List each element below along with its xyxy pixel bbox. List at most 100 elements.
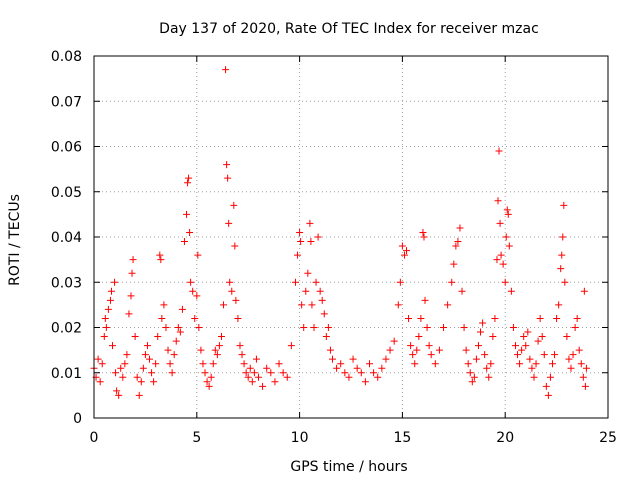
data-point	[154, 333, 162, 341]
data-point	[287, 342, 295, 350]
data-point	[283, 373, 291, 381]
data-point	[300, 324, 308, 331]
data-point	[168, 369, 176, 377]
data-point	[396, 278, 404, 286]
chart-title: Day 137 of 2020, Rate Of TEC Index for r…	[159, 21, 539, 37]
data-point	[507, 287, 515, 295]
data-point	[98, 360, 106, 368]
data-point	[528, 364, 536, 372]
data-point	[460, 324, 468, 331]
data-point	[483, 364, 491, 372]
data-point	[516, 360, 524, 368]
data-point	[448, 278, 456, 286]
data-point	[494, 197, 502, 205]
data-point	[435, 346, 443, 354]
data-point	[546, 373, 554, 381]
data-point	[417, 314, 425, 322]
data-point	[400, 251, 408, 259]
data-point	[294, 251, 302, 259]
data-point	[464, 360, 472, 368]
data-point	[184, 179, 192, 187]
data-point	[275, 360, 283, 368]
data-point	[560, 201, 568, 209]
data-point	[236, 342, 244, 350]
data-point	[571, 324, 579, 331]
grid-lines	[94, 56, 608, 418]
data-point	[211, 346, 219, 354]
x-tick-label: 25	[599, 430, 617, 446]
data-point	[511, 342, 519, 350]
data-point	[557, 265, 565, 273]
data-point	[504, 210, 512, 218]
data-point	[509, 324, 517, 331]
data-point	[366, 360, 374, 368]
data-point	[553, 314, 561, 322]
y-tick-label: 0.02	[51, 321, 82, 337]
data-point	[534, 337, 542, 345]
data-point	[304, 269, 312, 277]
data-point	[314, 233, 322, 241]
data-point	[187, 278, 195, 286]
data-point	[431, 360, 439, 368]
data-point	[183, 210, 191, 218]
data-point	[191, 314, 199, 322]
data-point	[420, 233, 428, 241]
data-point	[551, 351, 559, 359]
data-point	[575, 346, 583, 354]
data-point	[522, 342, 530, 350]
data-point	[558, 251, 566, 259]
data-point	[530, 373, 538, 381]
data-point	[102, 324, 110, 331]
data-point	[322, 333, 330, 341]
data-point	[223, 161, 231, 169]
data-point	[421, 296, 429, 304]
data-point	[164, 346, 172, 354]
data-point	[205, 382, 213, 390]
data-point	[501, 278, 509, 286]
data-point	[452, 242, 460, 250]
data-point	[312, 278, 320, 286]
data-point	[101, 314, 109, 322]
data-point	[125, 310, 133, 318]
data-point	[503, 206, 511, 214]
data-point	[129, 256, 137, 264]
data-point	[573, 314, 581, 322]
y-tick-label: 0.05	[51, 185, 82, 201]
data-point	[491, 314, 499, 322]
data-point	[481, 351, 489, 359]
data-point	[186, 228, 194, 236]
data-point	[326, 346, 334, 354]
data-point	[226, 278, 234, 286]
data-point	[349, 355, 357, 363]
data-point	[148, 369, 156, 377]
data-point	[217, 333, 225, 341]
data-point	[337, 360, 345, 368]
data-point	[178, 305, 186, 313]
data-point	[267, 369, 275, 377]
data-point	[485, 373, 493, 381]
data-point	[166, 360, 174, 368]
data-point	[548, 360, 556, 368]
data-point	[106, 296, 114, 304]
data-point	[561, 278, 569, 286]
data-point	[569, 351, 577, 359]
data-point	[131, 333, 139, 341]
data-point	[143, 342, 151, 350]
data-point	[425, 342, 433, 350]
data-point	[296, 228, 304, 236]
data-point	[185, 174, 193, 182]
x-tick-label: 15	[393, 430, 411, 446]
data-point	[162, 324, 170, 331]
data-point	[207, 373, 215, 381]
data-point	[107, 287, 115, 295]
axis-ticks: 0 5 10 15 20 25 0 0.01 0.02 0.03 0.04 0.05 0.06 0.07 0…	[51, 49, 617, 446]
y-tick-label: 0	[73, 411, 82, 427]
data-point	[254, 373, 262, 381]
data-point	[505, 242, 513, 250]
data-point	[242, 369, 250, 377]
data-point	[259, 382, 267, 390]
data-point	[298, 301, 306, 309]
data-point	[496, 219, 504, 227]
data-point	[139, 364, 147, 372]
data-point	[263, 364, 271, 372]
